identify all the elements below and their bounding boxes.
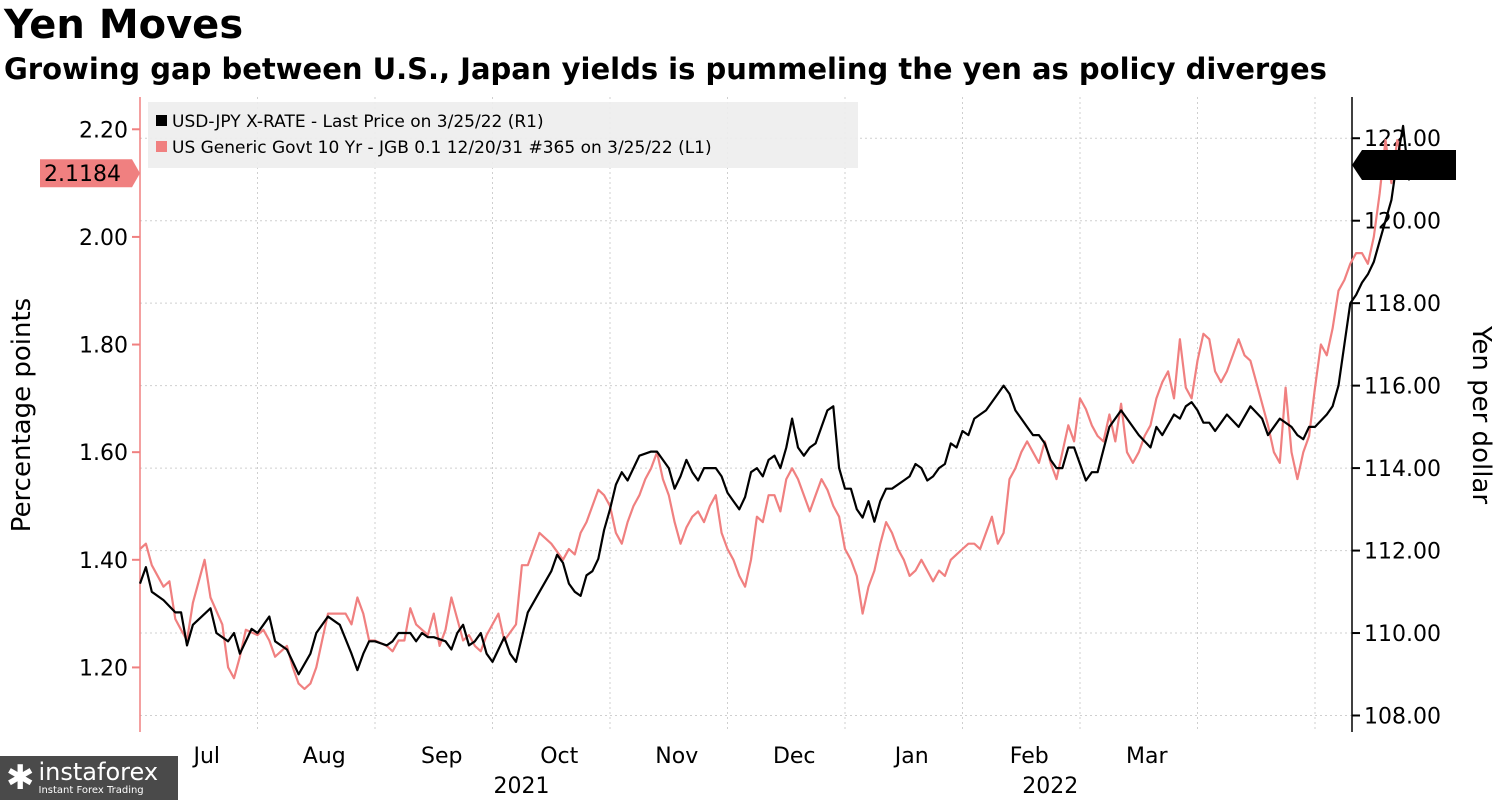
left-tick-label-2: 1.60 (79, 441, 128, 466)
right-tick-label-1: 110.00 (1364, 622, 1441, 647)
right-y-axis: 108.00110.00112.00114.00116.00118.00120.… (1352, 127, 1441, 730)
x-month-label-2: Sep (421, 744, 462, 769)
x-month-label-3: Oct (540, 744, 578, 769)
left-tick-label-4: 2.00 (79, 226, 128, 251)
x-year-label-1: 2022 (1022, 774, 1078, 799)
last-value-badge-usdjpy: 121.35 (1352, 150, 1456, 181)
x-month-label-5: Dec (773, 744, 816, 769)
x-month-label-8: Mar (1126, 744, 1168, 769)
left-tick-label-0: 1.20 (79, 656, 128, 681)
x-month-label-6: Jan (893, 744, 929, 769)
x-axis: Jul Aug Sep Oct Nov Dec Jan Feb Mar 2021 2022 (191, 744, 1168, 799)
left-y-axis: 1.20 1.40 1.60 1.80 2.00 2.20 (79, 118, 140, 681)
x-year-label-0: 2021 (494, 774, 550, 799)
right-axis-title: Yen per dollar (1466, 325, 1496, 504)
right-tick-label-4: 116.00 (1364, 375, 1441, 400)
legend-label-usdjpy: USD-JPY X-RATE - Last Price on 3/25/22 (… (172, 112, 544, 132)
left-tick-label-5: 2.20 (79, 118, 128, 143)
x-month-label-0: Jul (191, 744, 220, 769)
legend: USD-JPY X-RATE - Last Price on 3/25/22 (… (148, 102, 858, 168)
x-month-label-4: Nov (655, 744, 698, 769)
series-line-usdjpy (138, 124, 1416, 676)
last-value-badge-spread: 2.1184 (40, 159, 140, 188)
left-axis-title: Percentage points (7, 298, 37, 532)
series-group (138, 124, 1416, 691)
instaforex-logo-icon: ✱ (6, 758, 35, 798)
chart-title: Yen Moves (4, 2, 244, 48)
right-tick-label-2: 112.00 (1364, 540, 1441, 565)
last-value-spread: 2.1184 (44, 162, 121, 187)
legend-swatch-spread (156, 141, 167, 152)
chart-subtitle: Growing gap between U.S., Japan yields i… (4, 52, 1327, 86)
series-line-yield-spread (139, 139, 1416, 691)
right-tick-label-3: 114.00 (1364, 457, 1441, 482)
watermark: ✱ instaforex Instant Forex Trading (0, 756, 178, 800)
watermark-brand: instaforex (38, 758, 159, 786)
x-month-label-7: Feb (1010, 744, 1049, 769)
legend-swatch-usdjpy (156, 115, 167, 126)
watermark-tagline: Instant Forex Trading (38, 785, 144, 796)
right-tick-label-0: 108.00 (1364, 705, 1441, 730)
last-value-usdjpy: 121.35 (1366, 154, 1443, 179)
right-tick-label-5: 118.00 (1364, 292, 1441, 317)
left-tick-label-3: 1.80 (79, 334, 128, 359)
legend-label-spread: US Generic Govt 10 Yr - JGB 0.1 12/20/31… (172, 138, 712, 158)
left-tick-label-1: 1.40 (79, 549, 128, 574)
legend-background (148, 102, 858, 168)
x-month-label-1: Aug (303, 744, 346, 769)
